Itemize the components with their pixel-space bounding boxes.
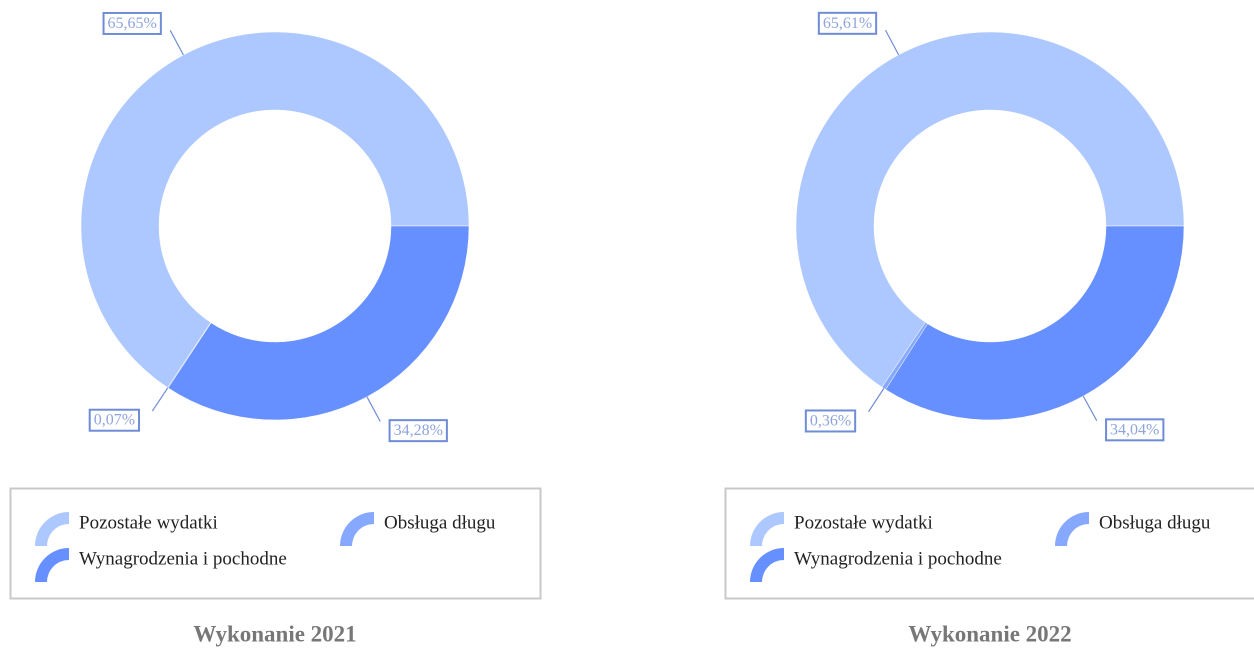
legend-label: Obsługa długu [1099,512,1211,533]
data-label: 0,36% [810,412,851,429]
legend-box [9,487,542,600]
data-label-box [804,409,857,433]
slice [795,31,1185,388]
data-label: 65,65% [108,15,157,32]
legend-icon [1055,512,1089,546]
legend-label: Obsługa długu [384,512,496,533]
chart-title: Wykonanie 2021 [193,621,356,646]
leader-line [868,388,885,413]
data-label-box [817,11,878,35]
leader-line [884,29,900,56]
chart-title: Wykonanie 2022 [908,621,1071,646]
slice [885,225,1185,421]
slice [167,225,470,421]
leader-line [366,396,381,422]
data-label-box [88,408,141,432]
data-label: 0,07% [94,412,135,429]
slice [80,31,470,388]
leader-line [169,30,184,56]
legend-icon [750,512,784,546]
legend-label: Wynagrodzenia i pochodne [79,548,287,569]
leader-line [1082,395,1098,421]
legend-label: Wynagrodzenia i pochodne [794,548,1002,569]
legend-icon [35,512,69,546]
data-label: 34,04% [1110,421,1159,438]
data-label: 34,28% [394,422,443,439]
legend-box [724,487,1254,600]
data-label-box [388,419,448,443]
legend-label: Pozostałe wydatki [794,512,933,533]
data-label-box [1105,418,1165,442]
legend-icon [750,548,784,582]
data-label: 65,61% [823,15,872,32]
leader-line [151,387,169,412]
legend-label: Pozostałe wydatki [79,512,218,533]
data-label-box [102,11,162,35]
legend-icon [340,512,374,546]
legend-icon [35,548,69,582]
